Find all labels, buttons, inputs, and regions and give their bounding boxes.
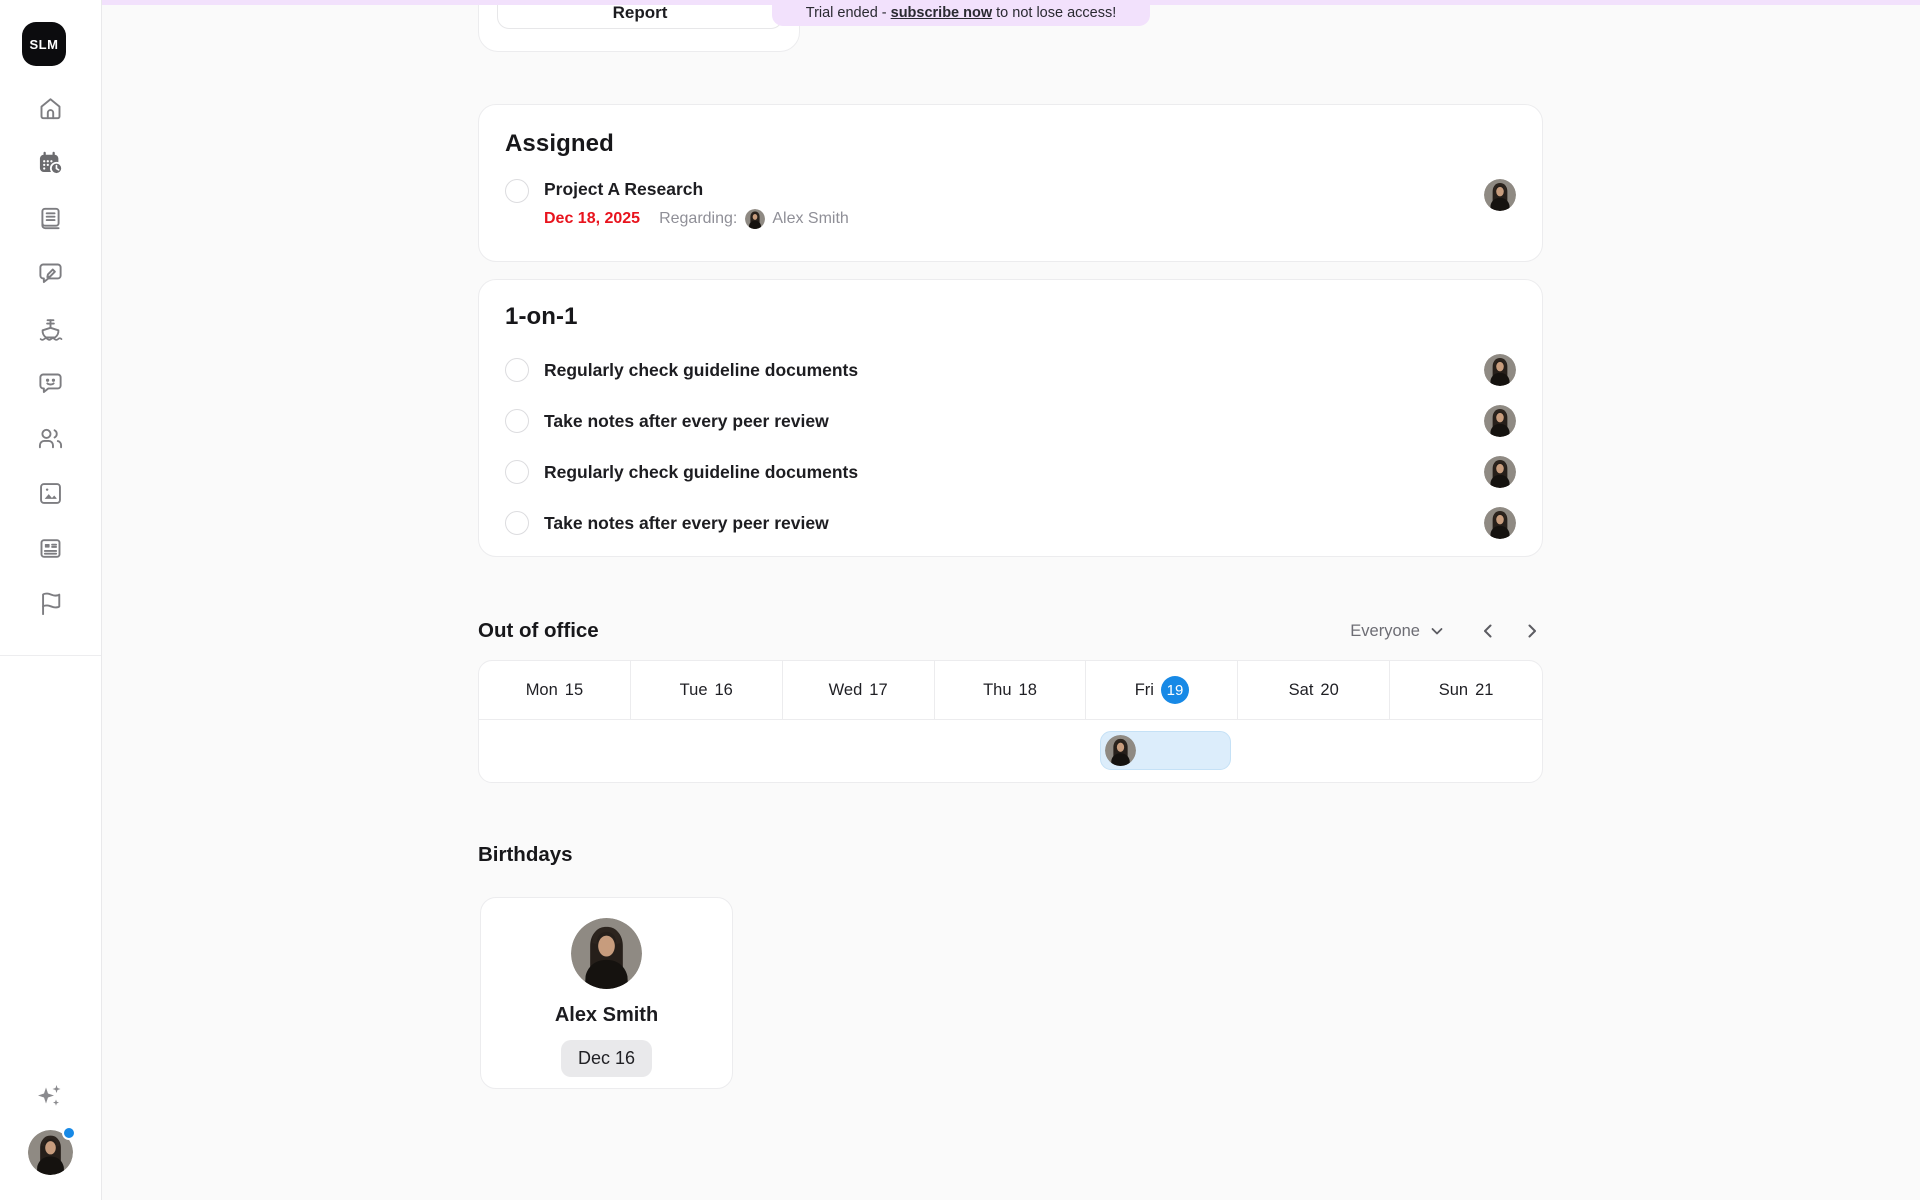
event-avatar <box>1105 735 1136 766</box>
chevron-left-icon <box>1484 624 1492 638</box>
nav-book-icon[interactable] <box>37 204 65 232</box>
nav-ship-icon[interactable] <box>37 314 65 342</box>
top-card: Report <box>478 0 800 52</box>
checklist-label[interactable]: Regularly check guideline documents <box>544 359 859 380</box>
nav-image-icon[interactable] <box>37 479 65 507</box>
assigned-card: Assigned Project A Research Dec 18, 2025… <box>478 104 1543 262</box>
task-checkbox[interactable] <box>505 409 529 433</box>
regarding-name: Alex Smith <box>772 210 849 227</box>
checklist-label[interactable]: Regularly check guideline documents <box>544 461 859 482</box>
checklist-label[interactable]: Take notes after every peer review <box>544 410 829 431</box>
chevron-down-icon <box>1431 628 1443 635</box>
app-logo[interactable]: SLM <box>22 22 66 66</box>
task-row: Project A Research Dec 18, 2025 Regardin… <box>505 179 1516 229</box>
assignee-avatar <box>1484 354 1516 386</box>
day-header-sat[interactable]: Sat 20 <box>1238 661 1391 719</box>
task-checkbox[interactable] <box>505 179 529 203</box>
profile-avatar[interactable] <box>28 1126 76 1175</box>
sidebar-divider <box>0 655 101 656</box>
chevron-right-icon <box>1528 624 1536 638</box>
checklist-item: Regularly check guideline documents <box>505 456 1516 488</box>
nav-message-pencil-icon[interactable] <box>37 259 65 287</box>
task-checkbox[interactable] <box>505 358 529 382</box>
assigned-title: Assigned <box>505 130 614 157</box>
assignee-avatar <box>1484 179 1516 211</box>
assignee-avatar <box>1484 507 1516 539</box>
out-of-office-event[interactable] <box>1100 731 1232 770</box>
birthday-avatar <box>571 918 642 989</box>
sidebar-nav <box>0 94 101 617</box>
one-on-one-title: 1-on-1 <box>505 303 578 330</box>
task-title[interactable]: Project A Research <box>544 179 704 199</box>
birthday-person-name: Alex Smith <box>554 1004 659 1026</box>
trial-banner-suffix: to not lose access! <box>996 5 1117 21</box>
day-header-sun[interactable]: Sun 21 <box>1438 680 1494 699</box>
notification-dot <box>62 1126 76 1140</box>
regarding-label: Regarding: <box>659 210 738 227</box>
birthday-card[interactable]: Alex Smith Dec 16 <box>480 897 733 1089</box>
out-of-office-header: Out of office Everyone <box>478 615 1543 647</box>
due-date: Dec 18, 2025 <box>544 210 641 227</box>
day-header-mon[interactable]: Mon 15 <box>479 661 631 719</box>
assignee-avatar <box>1484 456 1516 488</box>
nav-newspaper-icon[interactable] <box>37 534 65 562</box>
checklist-item: Regularly check guideline documents <box>505 354 1516 386</box>
out-of-office-calendar: Mon 15 Tue 16 Wed 17 Thu 18 Fri 19 Sat 20 Sun 2… <box>478 660 1543 783</box>
assignee-avatar <box>1484 405 1516 437</box>
task-checkbox[interactable] <box>505 460 529 484</box>
one-on-one-card: 1-on-1 Regularly check guideline documen… <box>478 279 1543 557</box>
trial-banner-text: Trial ended - <box>805 5 887 21</box>
today-badge: 19 <box>1160 676 1189 704</box>
day-header-tue[interactable]: Tue 16 <box>631 661 783 719</box>
checklist-item: Take notes after every peer review <box>505 405 1516 437</box>
birthdays-title: Birthdays <box>478 843 573 866</box>
sidebar: SLM <box>0 0 102 1200</box>
ai-sparkles-icon[interactable] <box>34 1080 68 1114</box>
nav-home-icon[interactable] <box>37 94 65 122</box>
day-header-wed[interactable]: Wed 17 <box>783 661 935 719</box>
prev-week-button[interactable] <box>1477 620 1499 642</box>
checklist-item: Take notes after every peer review <box>505 507 1516 539</box>
nav-flag-icon[interactable] <box>37 589 65 617</box>
subscribe-now-link[interactable]: subscribe now <box>890 5 993 21</box>
day-header-fri-today[interactable]: Fri 19 <box>1086 661 1239 719</box>
day-header-thu[interactable]: Thu 18 <box>935 661 1087 719</box>
regarding-avatar <box>745 209 765 229</box>
nav-message-smile-icon[interactable] <box>37 369 65 397</box>
next-week-button[interactable] <box>1521 620 1543 642</box>
nav-calendar-clock-icon[interactable] <box>37 149 65 177</box>
checklist-label[interactable]: Take notes after every peer review <box>544 512 829 533</box>
people-filter-dropdown[interactable]: Everyone <box>1350 622 1445 641</box>
task-checkbox[interactable] <box>505 511 529 535</box>
birthday-date-chip: Dec 16 <box>560 1040 653 1077</box>
nav-users-icon[interactable] <box>37 424 65 452</box>
trial-banner: Trial ended - subscribe now to not lose … <box>772 0 1150 26</box>
out-of-office-title: Out of office <box>478 619 599 642</box>
